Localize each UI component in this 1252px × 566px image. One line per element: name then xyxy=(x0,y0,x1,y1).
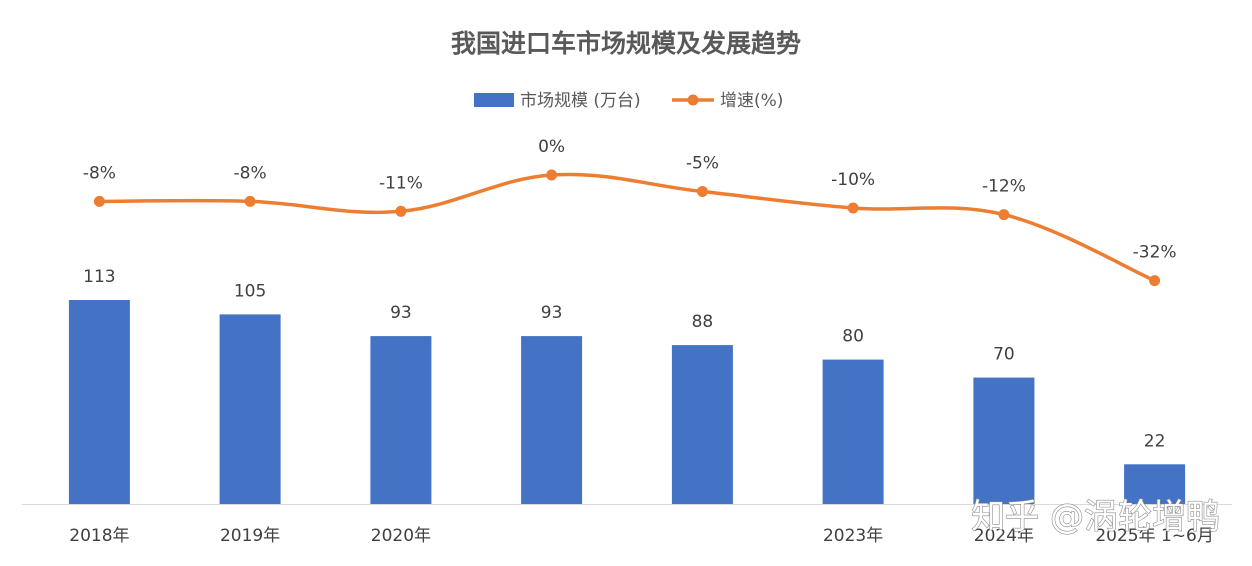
bar-value-label: 113 xyxy=(83,267,115,287)
line-value-label: -8% xyxy=(83,163,116,183)
bar-value-label: 22 xyxy=(1144,431,1166,451)
line-value-label: 0% xyxy=(538,137,565,157)
legend-bar-label: 市场规模 (万台) xyxy=(520,91,641,111)
x-ticks-group: 2018年 2019年 2020年 2023年 2024年 2025年 1~6月 xyxy=(69,526,1214,546)
x-tick-label: 2019年 xyxy=(220,526,280,546)
line-labels-group: -8% -8% -11% 0% -5% -10% -12% -32% xyxy=(83,137,1177,263)
bar-value-label: 80 xyxy=(842,327,864,347)
x-tick-label: 2020年 xyxy=(371,526,431,546)
bars-group xyxy=(68,300,1186,504)
bar xyxy=(822,359,884,504)
bar-labels-group: 113 105 93 93 88 80 70 22 xyxy=(83,267,1165,451)
line-value-label: -10% xyxy=(831,170,875,190)
line-marker xyxy=(244,195,256,207)
legend-line-label: 增速(%) xyxy=(720,91,783,111)
bar xyxy=(521,336,583,504)
line-marker xyxy=(395,205,407,217)
line-marker xyxy=(1149,275,1161,287)
legend-line-marker xyxy=(687,94,699,106)
legend-bar-swatch xyxy=(474,93,514,107)
chart-title: 我国进口车市场规模及发展趋势 xyxy=(451,29,801,58)
bar-value-label: 70 xyxy=(993,345,1015,365)
x-tick-label: 2025年 1~6月 xyxy=(1095,526,1214,546)
bar-value-label: 93 xyxy=(390,303,412,323)
bar-value-label: 93 xyxy=(541,303,563,323)
line-marker xyxy=(93,195,105,207)
x-tick-label: 2023年 xyxy=(823,526,883,546)
bar xyxy=(68,300,130,504)
growth-line-path xyxy=(97,172,1157,283)
line-value-label: -32% xyxy=(1133,243,1177,263)
bar xyxy=(671,345,733,504)
x-tick-label: 2024年 xyxy=(974,526,1034,546)
bar-value-label: 105 xyxy=(234,281,266,301)
bar xyxy=(219,314,281,504)
line-marker xyxy=(696,186,708,197)
line-markers-group xyxy=(93,169,1161,287)
bar xyxy=(370,336,432,504)
line-value-label: -5% xyxy=(686,154,719,174)
bar xyxy=(1124,464,1186,504)
line-marker xyxy=(998,209,1010,221)
line-marker xyxy=(847,202,859,214)
line-value-label: -8% xyxy=(234,163,267,183)
line-value-label: -12% xyxy=(982,177,1026,197)
watermark-text: 知乎 @涡轮增鸭 xyxy=(971,497,1220,537)
bar xyxy=(973,377,1035,504)
legend: 市场规模 (万台) 增速(%) xyxy=(474,91,783,111)
line-value-label: -11% xyxy=(379,173,423,193)
bar-value-label: 88 xyxy=(692,312,714,332)
line-marker xyxy=(546,169,558,181)
x-tick-label: 2018年 xyxy=(69,526,129,546)
